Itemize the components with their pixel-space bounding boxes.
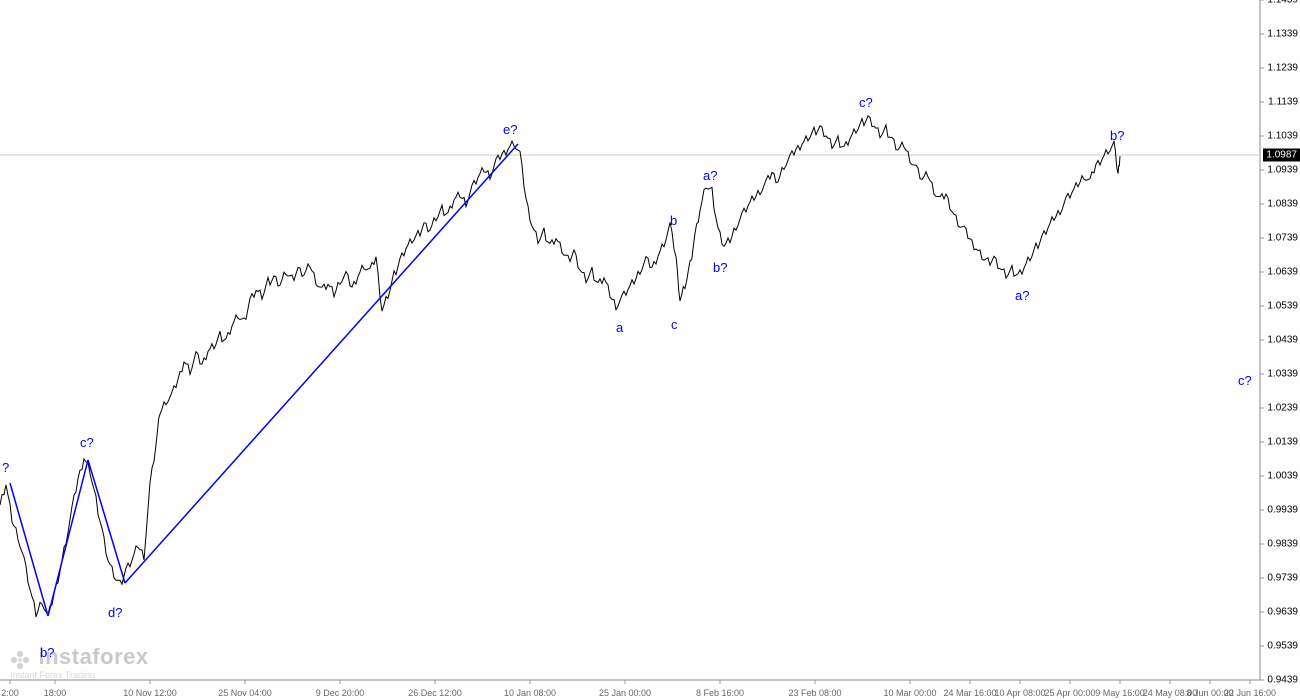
current-price-badge: 1.0987: [1263, 149, 1300, 162]
y-axis-label: 0.9839: [1267, 539, 1298, 550]
watermark-brand: instaforex: [38, 644, 148, 669]
y-axis-label: 0.9439: [1267, 675, 1298, 686]
y-axis-label: 1.1139: [1268, 97, 1298, 108]
wave-label: ?: [2, 460, 9, 475]
wave-label: a: [616, 320, 623, 335]
x-axis-label: 18:00: [44, 688, 67, 698]
x-axis-label: 10 Apr 08:00: [994, 688, 1045, 698]
y-axis-label: 1.0739: [1267, 233, 1298, 244]
x-axis-label: 26 Dec 12:00: [408, 688, 462, 698]
y-axis-label: 1.1439: [1267, 0, 1298, 6]
x-axis-label: 25 Apr 00:00: [1044, 688, 1095, 698]
y-axis-label: 1.0639: [1267, 267, 1298, 278]
x-axis-label: 8 Feb 16:00: [696, 688, 744, 698]
wave-label: a?: [1015, 288, 1029, 303]
x-axis-label: 10 Mar 00:00: [883, 688, 936, 698]
y-axis-label: 1.0939: [1267, 165, 1298, 176]
wave-label: b?: [40, 645, 54, 660]
x-axis-label: 25 Jan 00:00: [599, 688, 651, 698]
y-axis-label: 1.0039: [1267, 471, 1298, 482]
y-axis-label: 1.0439: [1267, 335, 1298, 346]
y-axis-label: 1.1039: [1267, 131, 1298, 142]
wave-label: c: [671, 317, 678, 332]
x-axis-label: 25 Nov 04:00: [218, 688, 272, 698]
y-axis-label: 1.0139: [1267, 437, 1298, 448]
wave-label: e?: [503, 122, 517, 137]
x-axis-label: 2:00: [1, 688, 19, 698]
y-axis-label: 0.9939: [1267, 505, 1298, 516]
chart-svg: [0, 0, 1300, 700]
x-axis-label: 9 May 16:00: [1095, 688, 1145, 698]
y-axis-label: 1.0339: [1267, 369, 1298, 380]
x-axis-label: 22 Jun 16:00: [1224, 688, 1276, 698]
y-axis-label: 0.9639: [1267, 607, 1298, 618]
trend-line: [10, 483, 48, 616]
wave-label: b: [670, 213, 677, 228]
trend-line: [88, 460, 125, 583]
y-axis-label: 1.1239: [1267, 63, 1298, 74]
watermark-sub: Instant Forex Trading: [10, 670, 149, 680]
chart-container: 1.0987 instaforex Instant Forex Trading …: [0, 0, 1300, 700]
trend-line: [48, 460, 88, 616]
wave-label: d?: [108, 605, 122, 620]
x-axis-label: 9 Dec 20:00: [316, 688, 365, 698]
x-axis-label: 10 Jan 08:00: [504, 688, 556, 698]
x-axis-label: 10 Nov 12:00: [123, 688, 177, 698]
wave-label: a?: [703, 168, 717, 183]
y-axis-label: 0.9739: [1267, 573, 1298, 584]
x-axis-label: 24 Mar 16:00: [943, 688, 996, 698]
price-line: [0, 116, 1120, 617]
wave-label: c?: [80, 435, 94, 450]
instaforex-watermark: instaforex Instant Forex Trading: [10, 644, 149, 680]
x-axis-label: 23 Feb 08:00: [788, 688, 841, 698]
wave-label: b?: [1110, 128, 1124, 143]
y-axis-label: 1.0539: [1267, 301, 1298, 312]
y-axis-label: 1.1339: [1267, 29, 1298, 40]
wave-label: c?: [1238, 373, 1252, 388]
wave-label: b?: [713, 260, 727, 275]
wave-label: c?: [859, 95, 873, 110]
y-axis-label: 1.0239: [1267, 403, 1298, 414]
y-axis-label: 0.9539: [1267, 641, 1298, 652]
logo-flower-icon: [10, 650, 30, 670]
y-axis-label: 1.0839: [1267, 199, 1298, 210]
